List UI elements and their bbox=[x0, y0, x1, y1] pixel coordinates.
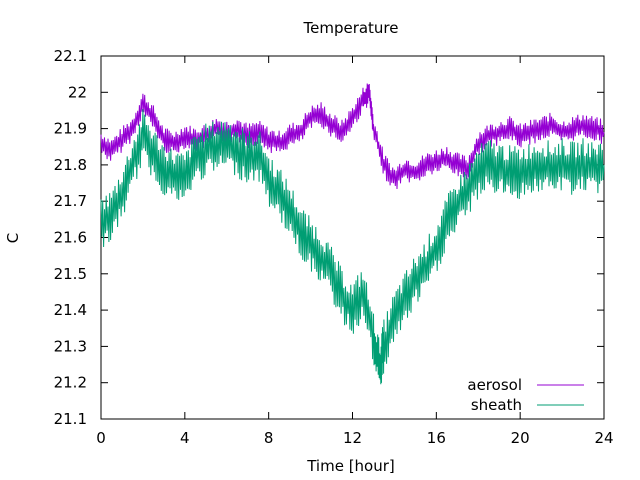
x-tick-label: 0 bbox=[96, 429, 106, 447]
x-tick-label: 16 bbox=[427, 429, 446, 447]
legend-label-sheath: sheath bbox=[471, 396, 522, 414]
x-tick-label: 20 bbox=[511, 429, 530, 447]
y-tick-label: 21.8 bbox=[54, 156, 87, 174]
y-axis: 21.1 21.2 21.3 21.4 21.5 21.6 21.7 21.8 21.9 22 22… bbox=[54, 47, 604, 428]
y-tick-label: 22.1 bbox=[54, 47, 87, 65]
x-tick-label: 12 bbox=[343, 429, 362, 447]
y-tick-label: 21.4 bbox=[54, 301, 87, 319]
y-tick-label: 21.6 bbox=[54, 229, 87, 247]
x-tick-label: 24 bbox=[594, 429, 613, 447]
y-tick-label: 21.9 bbox=[54, 120, 87, 138]
x-tick-label: 8 bbox=[264, 429, 274, 447]
y-axis-label: C bbox=[4, 233, 22, 243]
series-line-aerosol bbox=[100, 83, 605, 190]
series-lines bbox=[100, 83, 605, 385]
legend-label-aerosol: aerosol bbox=[467, 376, 522, 394]
x-axis: 0 4 8 12 16 20 24 bbox=[96, 56, 614, 447]
legend: aerosol sheath bbox=[467, 376, 584, 414]
y-tick-label: 21.3 bbox=[54, 337, 87, 355]
y-tick-label: 21.7 bbox=[54, 192, 87, 210]
chart-title: Temperature bbox=[302, 19, 398, 37]
x-axis-label: Time [hour] bbox=[306, 457, 395, 475]
x-tick-label: 4 bbox=[180, 429, 190, 447]
y-tick-label: 21.5 bbox=[54, 265, 87, 283]
y-tick-label: 21.2 bbox=[54, 374, 87, 392]
y-tick-label: 22 bbox=[68, 83, 87, 101]
series-line-sheath bbox=[100, 109, 605, 385]
y-tick-label: 21.1 bbox=[54, 410, 87, 428]
